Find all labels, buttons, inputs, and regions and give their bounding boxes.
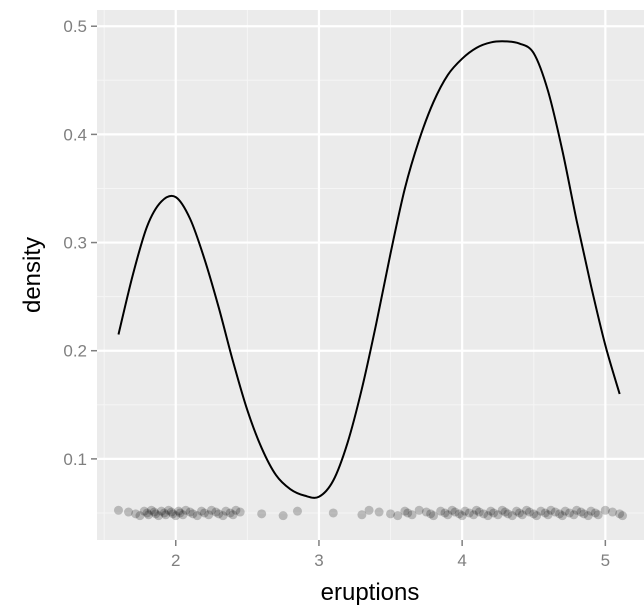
- x-tick-label: 4: [457, 551, 466, 570]
- y-tick-label: 0.3: [63, 234, 87, 253]
- rug-point: [375, 508, 384, 517]
- y-tick-label: 0.2: [63, 342, 87, 361]
- rug-point: [257, 509, 266, 518]
- y-axis-title: density: [19, 237, 46, 313]
- x-tick-label: 3: [314, 551, 323, 570]
- rug-point: [279, 511, 288, 520]
- y-tick-label: 0.5: [63, 17, 87, 36]
- plot-panel: [97, 10, 644, 540]
- rug-point: [293, 507, 302, 516]
- y-axis-ticks: 0.1 0.2 0.3 0.4 0.5: [63, 17, 97, 469]
- rug-point: [618, 511, 627, 520]
- rug-point: [114, 506, 123, 515]
- rug-point: [365, 506, 374, 515]
- x-tick-label: 5: [601, 551, 610, 570]
- y-tick-label: 0.1: [63, 450, 87, 469]
- rug-point: [329, 508, 338, 517]
- x-axis-title: eruptions: [321, 579, 420, 606]
- y-tick-label: 0.4: [63, 125, 87, 144]
- rug-point: [236, 508, 245, 517]
- x-axis-ticks: 2 3 4 5: [171, 540, 610, 570]
- x-tick-label: 2: [171, 551, 180, 570]
